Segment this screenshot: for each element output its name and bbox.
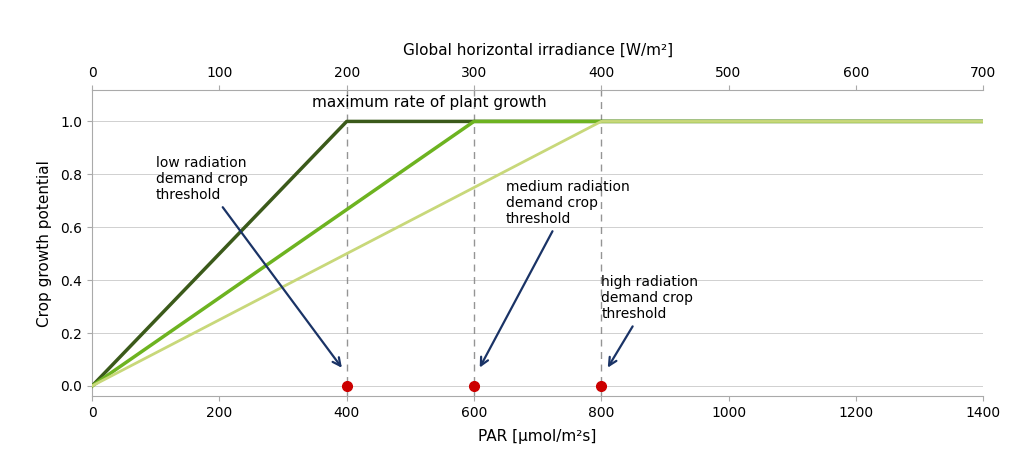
Text: medium radiation
demand crop
threshold: medium radiation demand crop threshold xyxy=(481,180,630,365)
Text: low radiation
demand crop
threshold: low radiation demand crop threshold xyxy=(156,156,340,366)
X-axis label: Global horizontal irradiance [W/m²]: Global horizontal irradiance [W/m²] xyxy=(402,43,673,58)
Y-axis label: Crop growth potential: Crop growth potential xyxy=(37,160,52,327)
Text: high radiation
demand crop
threshold: high radiation demand crop threshold xyxy=(601,275,698,365)
Text: maximum rate of plant growth: maximum rate of plant growth xyxy=(312,94,547,110)
X-axis label: PAR [μmol/m²s]: PAR [μmol/m²s] xyxy=(478,429,597,444)
